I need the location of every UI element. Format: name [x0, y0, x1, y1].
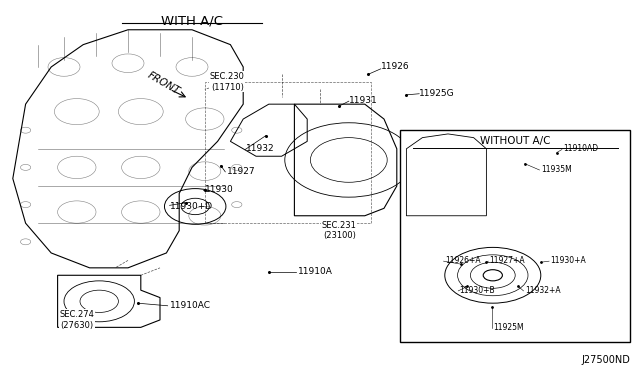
Text: WITHOUT A/C: WITHOUT A/C — [480, 137, 550, 146]
Text: 11935M: 11935M — [541, 165, 572, 174]
Text: J27500ND: J27500ND — [582, 355, 630, 365]
Text: 11932+A: 11932+A — [525, 286, 561, 295]
Text: 11910AD: 11910AD — [563, 144, 598, 153]
Text: 11930: 11930 — [205, 185, 234, 194]
Text: 11930+B: 11930+B — [460, 286, 495, 295]
Text: 11910AC: 11910AC — [170, 301, 211, 310]
Text: 11927: 11927 — [227, 167, 256, 176]
Text: 11927+A: 11927+A — [490, 256, 525, 265]
Text: SEC.230
(11710): SEC.230 (11710) — [210, 72, 244, 92]
Text: WITH A/C: WITH A/C — [161, 15, 223, 28]
Bar — [400, 130, 630, 342]
Text: 11910A: 11910A — [298, 267, 332, 276]
Text: 11931: 11931 — [349, 96, 378, 105]
Text: 11926+A: 11926+A — [445, 256, 481, 265]
Text: SEC.274
(27630): SEC.274 (27630) — [60, 310, 94, 330]
Text: 11930+D: 11930+D — [170, 202, 212, 211]
Text: 11932: 11932 — [246, 144, 275, 153]
Text: 11926: 11926 — [381, 62, 410, 71]
Text: 11925M: 11925M — [493, 323, 524, 332]
Text: 11930+A: 11930+A — [550, 256, 586, 265]
Text: 11925G: 11925G — [419, 89, 455, 97]
Text: FRONT: FRONT — [145, 71, 181, 97]
Text: SEC.231
(23100): SEC.231 (23100) — [322, 221, 356, 240]
